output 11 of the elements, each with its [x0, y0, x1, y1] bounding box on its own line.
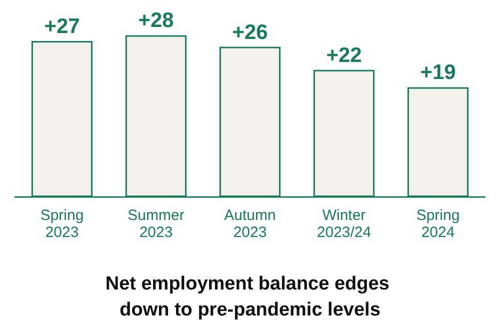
data-label: +27 — [44, 15, 80, 38]
x-tick-label: Spring 2024 — [416, 207, 460, 241]
x-tick-label: Spring 2023 — [40, 207, 84, 241]
data-label: +22 — [326, 44, 362, 67]
data-label: +19 — [420, 61, 456, 84]
data-label: +26 — [232, 20, 268, 44]
text: Net employment balance edges down to pre-pandemic levels — [105, 274, 395, 320]
x-tick-label: Summer 2023 — [128, 207, 184, 241]
data-label: +28 — [138, 9, 174, 32]
x-tick-label: Winter 2023/24 — [316, 207, 372, 241]
x-tick-label: Autumn 2023 — [224, 207, 276, 241]
